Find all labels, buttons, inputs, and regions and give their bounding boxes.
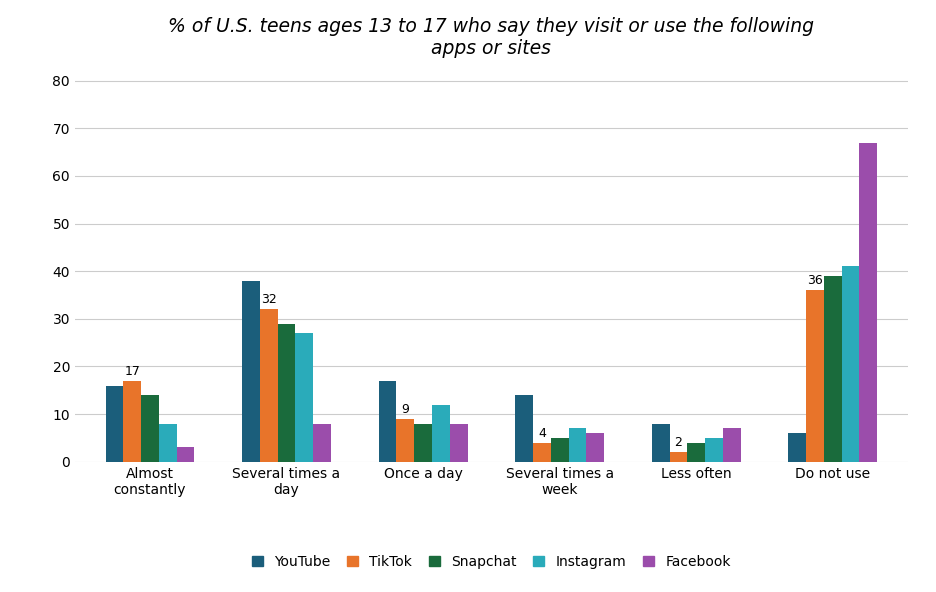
Bar [534,443,550,462]
Bar [379,381,397,462]
Text: 2: 2 [675,436,682,449]
Bar [278,324,296,462]
Bar [296,333,314,462]
Bar [824,276,841,462]
Bar [586,433,604,462]
Bar [669,452,687,462]
Bar [859,143,877,462]
Legend: YouTube, TikTok, Snapchat, Instagram, Facebook: YouTube, TikTok, Snapchat, Instagram, Fa… [252,555,731,569]
Bar [106,385,124,462]
Text: 9: 9 [402,403,409,416]
Bar [177,448,195,462]
Bar [516,395,534,462]
Bar [550,438,568,462]
Bar [397,419,415,462]
Title: % of U.S. teens ages 13 to 17 who say they visit or use the following
apps or si: % of U.S. teens ages 13 to 17 who say th… [168,17,814,59]
Bar [242,281,260,462]
Bar [705,438,723,462]
Bar [723,429,740,462]
Bar [841,266,859,462]
Bar [141,395,159,462]
Bar [124,381,141,462]
Text: 17: 17 [124,365,140,378]
Bar [788,433,806,462]
Text: 4: 4 [538,427,546,440]
Text: 32: 32 [261,294,277,307]
Bar [432,404,450,462]
Bar [260,309,278,462]
Bar [159,424,177,462]
Bar [450,424,467,462]
Bar [687,443,705,462]
Bar [568,429,586,462]
Bar [415,424,432,462]
Bar [651,424,669,462]
Bar [806,290,824,462]
Text: 36: 36 [807,274,823,287]
Bar [314,424,331,462]
